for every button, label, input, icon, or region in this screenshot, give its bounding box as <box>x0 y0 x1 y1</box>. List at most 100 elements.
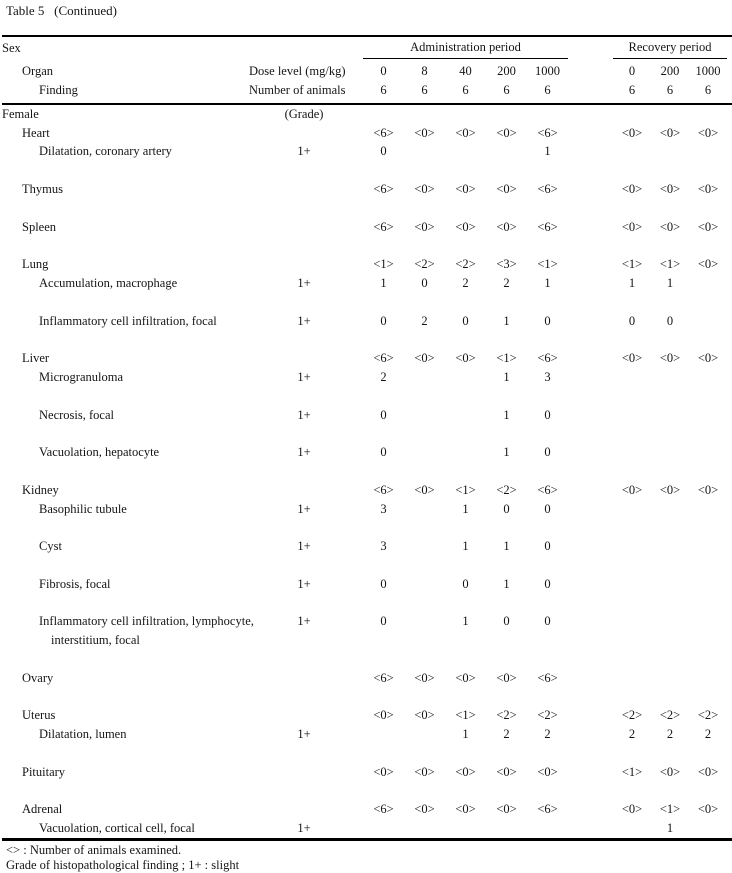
value-admin-3: 1 <box>503 370 510 385</box>
table-row: Basophilic tubule 1+ 3 1 0 0 <box>2 500 732 519</box>
finding-label: Vacuolation, hepatocyte <box>39 445 160 460</box>
row-spacer <box>2 556 732 575</box>
finding-label: Accumulation, macrophage <box>39 276 178 291</box>
row-spacer <box>2 199 732 218</box>
value-admin-3: <0> <box>496 670 517 685</box>
value-recovery-0: <0> <box>621 351 643 366</box>
organ-label: Heart <box>22 125 50 140</box>
value-recovery-1: <0> <box>659 351 681 366</box>
footnote-animals-examined: <> : Number of animals examined. <box>6 843 182 858</box>
value-recovery-0: 2 <box>628 727 636 742</box>
value-admin-2: 1 <box>462 539 469 554</box>
table-row: Inflammatory cell infiltration, lymphocy… <box>2 613 732 632</box>
value-admin-1: <0> <box>414 125 435 140</box>
page-title: Table 5 (Continued) <box>6 3 118 18</box>
value-admin-0: 0 <box>380 144 387 159</box>
value-admin-2: 1 <box>462 614 469 629</box>
organ-label: Lung <box>22 257 49 272</box>
value-admin-4: <6> <box>537 482 558 497</box>
finding-column-label: Finding <box>39 83 78 97</box>
grade-cell: 1+ <box>297 614 311 629</box>
value-recovery-0: <0> <box>621 182 643 197</box>
value-admin-1: <0> <box>414 219 435 234</box>
value-admin-4: 0 <box>544 614 551 629</box>
table-row: Dilatation, lumen 1+ 1 2 2 2 2 2 <box>2 725 732 744</box>
value-recovery-2: <0> <box>697 764 719 779</box>
grade-cell: 1+ <box>297 576 311 591</box>
value-admin-2: <0> <box>455 670 476 685</box>
value-admin-0: 3 <box>380 539 387 554</box>
value-recovery-2: <0> <box>697 351 719 366</box>
value-admin-2: <0> <box>455 351 476 366</box>
value-admin-3: 1 <box>503 407 510 422</box>
value-admin-0: <6> <box>373 219 394 234</box>
value-admin-0: <6> <box>373 482 394 497</box>
value-recovery-1: <1> <box>659 802 681 817</box>
value-admin-0: 1 <box>380 276 387 291</box>
value-admin-1: <0> <box>414 764 435 779</box>
table-row: Pituitary <0> <0> <0> <0> <0> <1> <0> <0> <box>2 763 732 782</box>
count-admin-1: 6 <box>421 83 428 97</box>
value-admin-1: <2> <box>414 257 435 272</box>
value-admin-4: 3 <box>544 370 551 385</box>
finding-label: Cyst <box>39 539 62 554</box>
value-admin-1: <0> <box>414 182 435 197</box>
grade-cell: 1+ <box>297 370 311 385</box>
dose-recovery-1: 200 <box>660 64 680 78</box>
dose-recovery-2: 1000 <box>695 64 721 78</box>
table-row: Necrosis, focal 1+ 0 1 0 <box>2 406 732 425</box>
grade-cell: 1+ <box>297 313 311 328</box>
value-admin-0: 0 <box>380 614 387 629</box>
count-admin-2: 6 <box>462 83 469 97</box>
grade-cell: 1+ <box>297 539 311 554</box>
row-spacer <box>2 237 732 256</box>
value-admin-0: <1> <box>373 257 394 272</box>
value-recovery-0: <0> <box>621 482 643 497</box>
row-spacer <box>2 594 732 613</box>
dose-level-label: Dose level (mg/kg) <box>249 64 346 78</box>
value-recovery-2: <0> <box>697 125 719 140</box>
finding-label: Basophilic tubule <box>39 501 127 516</box>
value-admin-2: <0> <box>455 182 476 197</box>
count-recovery-0: 6 <box>628 83 636 97</box>
table-body: Female (Grade) Heart <6> <0> <0> <0> <6> <0> <0> <… <box>2 105 732 838</box>
finding-label: Microgranuloma <box>39 370 124 385</box>
value-admin-1: <0> <box>414 482 435 497</box>
value-recovery-0: <0> <box>621 125 643 140</box>
value-recovery-1: <0> <box>659 219 681 234</box>
grade-cell: 1+ <box>297 144 311 159</box>
value-admin-0: <6> <box>373 670 394 685</box>
value-recovery-1: <0> <box>659 125 681 140</box>
value-recovery-0: <0> <box>621 219 643 234</box>
value-admin-4: 2 <box>544 727 551 742</box>
table-row: interstitium, focal <box>2 631 732 650</box>
value-admin-3: 0 <box>503 501 510 516</box>
table-row: Fibrosis, focal 1+ 0 0 1 0 <box>2 575 732 594</box>
value-admin-3: 2 <box>503 727 510 742</box>
value-recovery-1: <1> <box>659 257 681 272</box>
admin-period-header: Administration period <box>363 37 568 59</box>
value-admin-0: <6> <box>373 182 394 197</box>
value-admin-3: <0> <box>496 802 517 817</box>
value-admin-3: 2 <box>503 276 510 291</box>
value-admin-3: 0 <box>503 614 510 629</box>
value-admin-4: <6> <box>537 351 558 366</box>
value-admin-0: 0 <box>380 445 387 460</box>
table-row: Inflammatory cell infiltration, focal 1+ 0… <box>2 312 732 331</box>
value-admin-1: <0> <box>414 351 435 366</box>
sex-value: Female <box>2 106 39 121</box>
value-admin-0: <0> <box>373 708 394 723</box>
value-admin-4: <0> <box>537 764 558 779</box>
grade-cell: 1+ <box>297 407 311 422</box>
row-spacer <box>2 161 732 180</box>
value-admin-3: <0> <box>496 764 517 779</box>
value-admin-1: 0 <box>421 276 428 291</box>
row-spacer <box>2 782 732 801</box>
table-row: Female (Grade) <box>2 105 732 124</box>
value-admin-1: 2 <box>421 313 428 328</box>
value-admin-2: 1 <box>462 501 469 516</box>
dose-admin-0: 0 <box>380 64 387 78</box>
row-spacer <box>2 462 732 481</box>
value-admin-4: <1> <box>537 257 558 272</box>
table-row: Lung <1> <2> <2> <3> <1> <1> <1> <0> <box>2 255 732 274</box>
